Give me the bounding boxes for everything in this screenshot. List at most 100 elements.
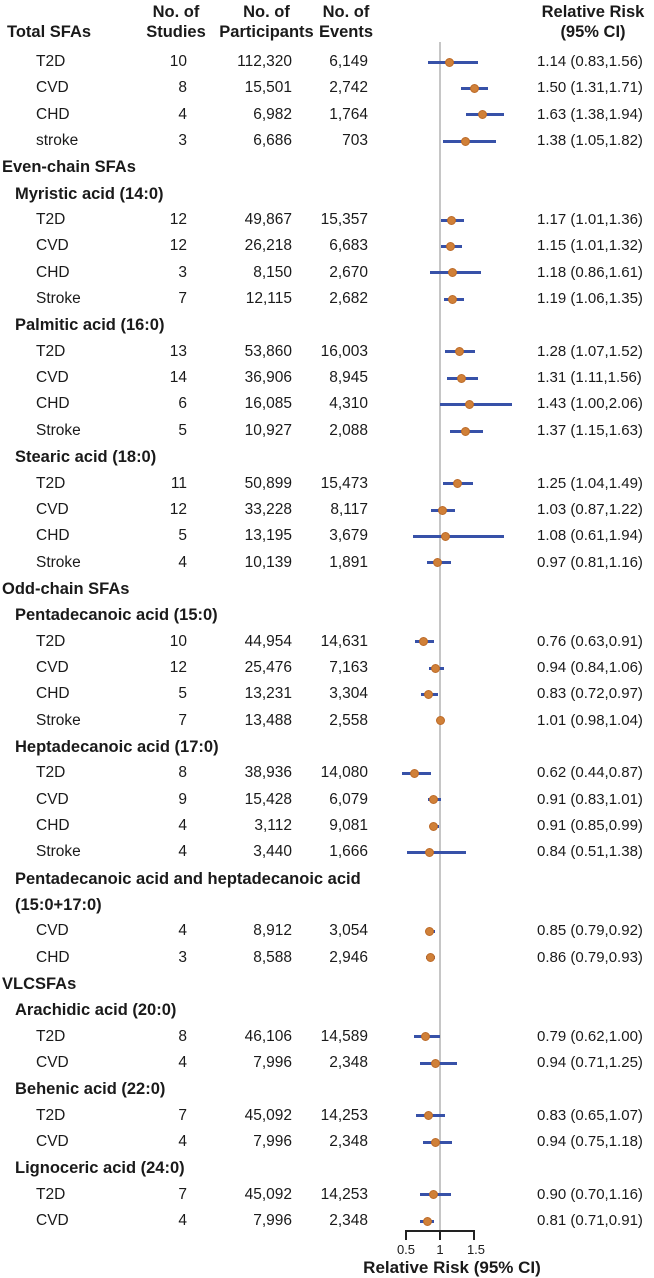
row-label: Stroke — [36, 421, 81, 439]
participants-value: 8,588 — [253, 948, 292, 966]
participants-value: 3,440 — [253, 843, 292, 861]
point-estimate-marker — [421, 1032, 431, 1042]
rr-text: 1.25 (1.04,1.49) — [537, 474, 643, 492]
row-label: CHD — [36, 685, 70, 703]
column-header-events-line2: Events — [318, 23, 374, 41]
subsection-label: (15:0+17:0) — [15, 896, 102, 914]
point-estimate-marker — [448, 294, 458, 304]
x-axis-tick-label-05: 0.5 — [396, 1242, 416, 1257]
rr-text: 0.90 (0.70,1.16) — [537, 1185, 643, 1203]
participants-value: 13,231 — [244, 685, 292, 703]
studies-value: 12 — [169, 500, 187, 518]
table-row: Stroke 4 10,139 1,891 0.97 (0.81,1.16) — [0, 550, 654, 576]
studies-value: 4 — [178, 105, 187, 123]
subsection-label: Stearic acid (18:0) — [15, 448, 157, 467]
table-row: T2D 7 45,092 14,253 0.90 (0.70,1.16) — [0, 1182, 654, 1208]
row-label: CVD — [36, 922, 69, 940]
row-label: T2D — [36, 1027, 66, 1045]
participants-value: 16,085 — [244, 395, 292, 413]
row-label: CHD — [36, 527, 70, 545]
table-row: CVD 14 36,906 8,945 1.31 (1.11,1.56) — [0, 365, 654, 391]
subsection-label: Arachidic acid (20:0) — [15, 1001, 177, 1020]
participants-value: 50,899 — [244, 474, 292, 492]
section-row: Behenic acid (22:0) — [0, 1076, 654, 1102]
events-value: 14,253 — [320, 1106, 368, 1124]
events-value: 1,764 — [329, 105, 368, 123]
table-row: T2D 8 38,936 14,080 0.62 (0.44,0.87) — [0, 760, 654, 786]
row-label: CVD — [36, 658, 69, 676]
participants-value: 7,996 — [253, 1212, 292, 1230]
studies-value: 3 — [178, 948, 187, 966]
column-header-studies-line2: Studies — [146, 23, 206, 41]
events-value: 3,304 — [329, 685, 368, 703]
participants-value: 3,112 — [254, 816, 292, 834]
confidence-interval-line — [413, 534, 504, 538]
events-value: 2,348 — [329, 1133, 368, 1151]
row-label: T2D — [36, 53, 66, 70]
events-value: 8,117 — [330, 500, 368, 518]
row-label: T2D — [36, 632, 66, 650]
rr-text: 0.83 (0.65,1.07) — [537, 1106, 643, 1124]
rr-text: 1.14 (0.83,1.56) — [537, 53, 643, 70]
participants-value: 13,195 — [244, 527, 292, 545]
row-label: Stroke — [36, 553, 81, 571]
rr-text: 0.94 (0.84,1.06) — [537, 658, 643, 676]
rr-text: 0.62 (0.44,0.87) — [537, 764, 643, 782]
events-value: 2,670 — [329, 263, 368, 281]
point-estimate-marker — [452, 479, 462, 489]
table-row: CVD 4 7,996 2,348 0.81 (0.71,0.91) — [0, 1208, 654, 1234]
section-row: VLCSFAs — [0, 971, 654, 997]
events-value: 2,348 — [329, 1054, 368, 1072]
section-row: Pentadecanoic acid (15:0) — [0, 602, 654, 628]
column-header-rr-line2: (95% CI) — [560, 23, 626, 41]
point-estimate-marker — [424, 848, 434, 857]
rr-text: 0.81 (0.71,0.91) — [537, 1212, 643, 1230]
row-label: T2D — [36, 342, 66, 360]
point-estimate-marker — [431, 1058, 441, 1068]
participants-value: 36,906 — [244, 369, 292, 387]
table-row: T2D 8 46,106 14,589 0.79 (0.62,1.00) — [0, 1024, 654, 1050]
studies-value: 4 — [178, 1054, 187, 1072]
events-value: 6,683 — [329, 237, 368, 255]
participants-value: 7,996 — [253, 1133, 292, 1151]
subsection-label: Behenic acid (22:0) — [15, 1080, 166, 1099]
column-header-group: Total SFAs — [7, 23, 92, 41]
participants-value: 10,139 — [244, 553, 292, 571]
x-axis-title: Relative Risk (95% CI) — [363, 1258, 541, 1277]
rr-text: 0.91 (0.85,0.99) — [537, 816, 643, 834]
table-row: Stroke 7 13,488 2,558 1.01 (0.98,1.04) — [0, 708, 654, 734]
events-value: 1,891 — [329, 553, 368, 571]
studies-value: 3 — [178, 263, 187, 281]
row-label: CVD — [36, 500, 69, 518]
participants-value: 33,228 — [244, 500, 292, 518]
studies-value: 4 — [178, 1212, 187, 1230]
row-label: T2D — [36, 474, 66, 492]
point-estimate-marker — [436, 716, 446, 726]
row-label: T2D — [36, 1185, 66, 1203]
point-estimate-marker — [429, 795, 439, 805]
studies-value: 7 — [178, 711, 187, 729]
table-row: CVD 4 8,912 3,054 0.85 (0.79,0.92) — [0, 918, 654, 944]
studies-value: 3 — [178, 132, 187, 150]
events-value: 2,088 — [329, 421, 368, 439]
rr-text: 0.97 (0.81,1.16) — [537, 553, 643, 571]
participants-value: 7,996 — [253, 1054, 292, 1072]
table-row: CVD 4 7,996 2,348 0.94 (0.71,1.25) — [0, 1050, 654, 1076]
studies-value: 10 — [169, 53, 187, 70]
row-label: CVD — [36, 369, 69, 387]
point-estimate-marker — [464, 400, 474, 410]
point-estimate-marker — [425, 927, 435, 937]
column-header-participants-line2: Participants — [219, 23, 314, 41]
column-header-events-line1: No. of — [322, 3, 370, 21]
rr-text: 0.76 (0.63,0.91) — [537, 632, 643, 650]
row-label: CVD — [36, 237, 69, 255]
table-row: CHD 4 6,982 1,764 1.63 (1.38,1.94) — [0, 102, 654, 128]
section-row: Palmitic acid (16:0) — [0, 312, 654, 338]
participants-value: 45,092 — [244, 1185, 292, 1203]
subsection-label: Pentadecanoic acid (15:0) — [15, 606, 218, 625]
participants-value: 44,954 — [244, 632, 292, 650]
studies-value: 13 — [169, 342, 187, 360]
rr-text: 1.03 (0.87,1.22) — [537, 500, 643, 518]
studies-value: 5 — [178, 421, 187, 439]
